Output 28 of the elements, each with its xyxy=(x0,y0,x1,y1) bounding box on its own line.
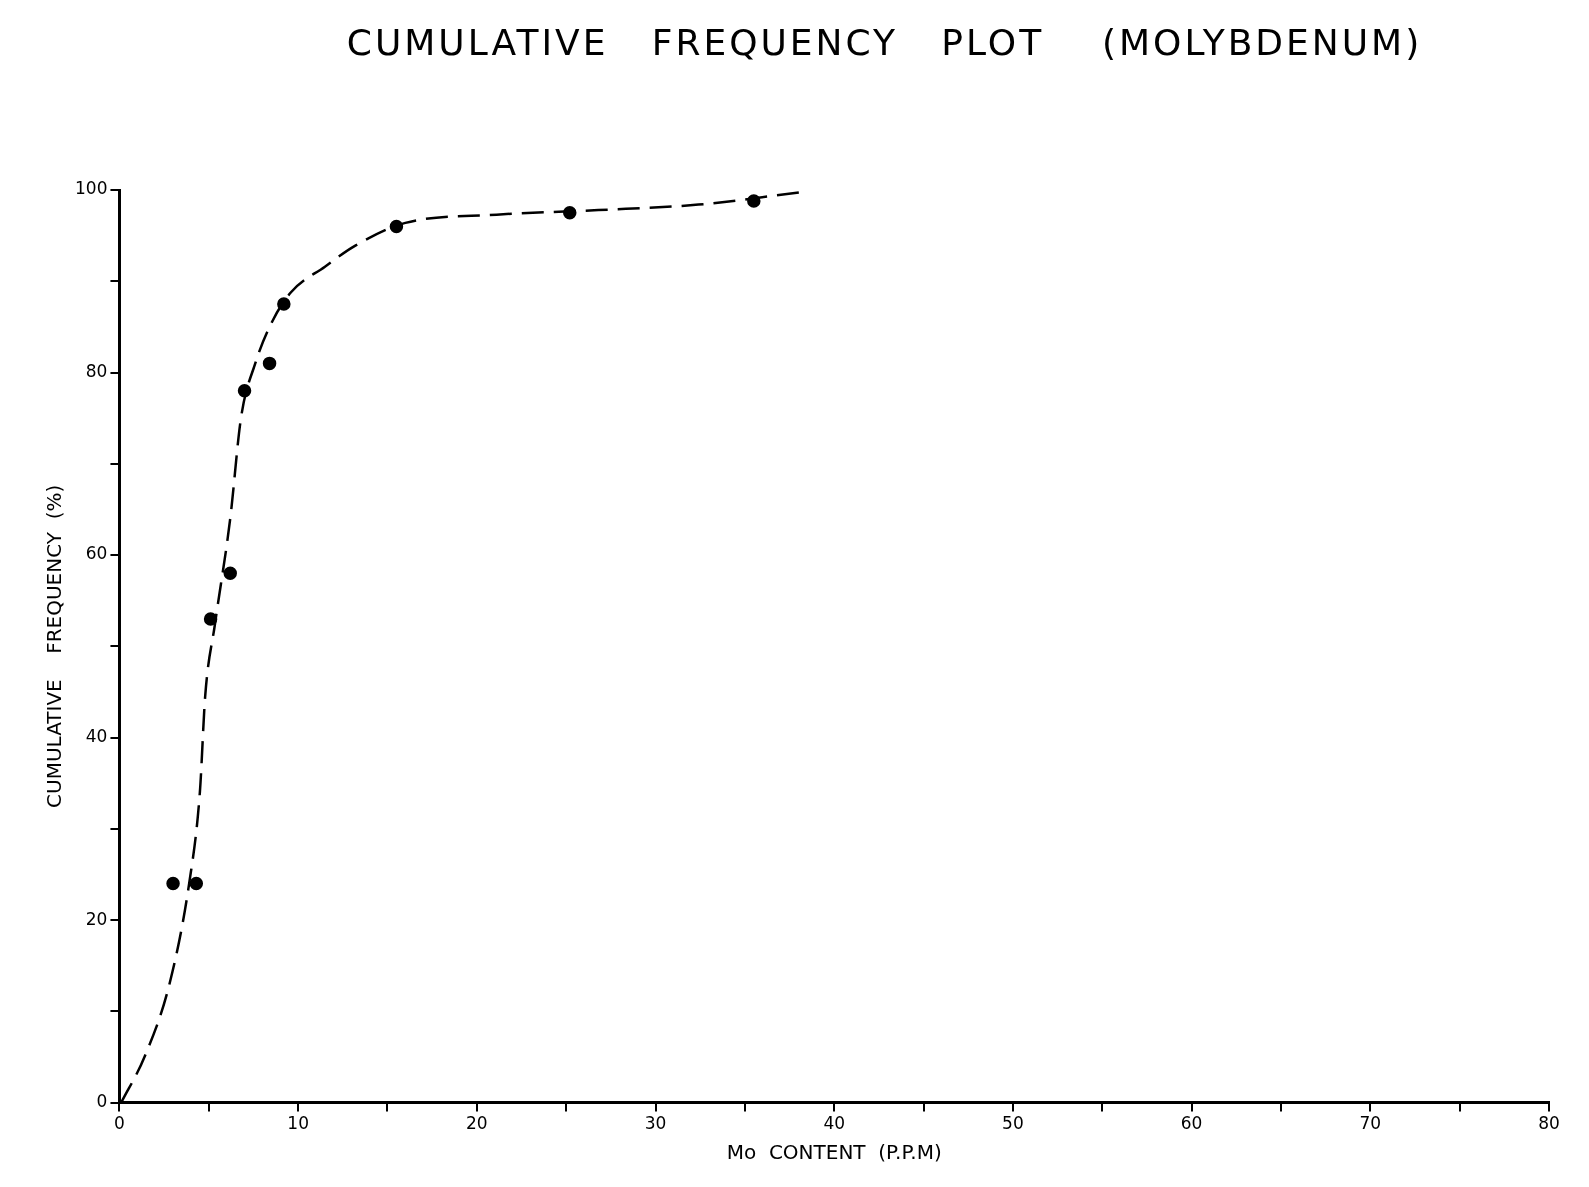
x-tick-label: 40 xyxy=(823,1113,846,1134)
y-tick-label: 20 xyxy=(85,908,108,929)
y-tick-label: 0 xyxy=(96,1091,108,1112)
x-tick-label: 50 xyxy=(1002,1113,1024,1134)
point xyxy=(747,194,761,208)
x-tick-label: 30 xyxy=(644,1113,667,1134)
chart-title: CUMULATIVE FREQUENCY PLOT (MOLYBDENUM) xyxy=(345,22,1424,63)
point xyxy=(166,876,180,891)
point xyxy=(189,876,204,891)
point xyxy=(262,356,277,371)
x-tick-label: 10 xyxy=(287,1113,309,1134)
point xyxy=(203,612,218,626)
point xyxy=(277,297,291,311)
point xyxy=(223,566,237,581)
y-axis-title: CUMULATIVE FREQUENCY (%) xyxy=(42,484,67,808)
point xyxy=(389,219,404,234)
y-tick-label: 80 xyxy=(85,360,108,381)
x-tick-label: 60 xyxy=(1180,1113,1203,1134)
y-tick-label: 60 xyxy=(85,543,108,564)
point xyxy=(237,384,252,398)
x-tick-label: 0 xyxy=(114,1113,125,1134)
x-tick-label: 20 xyxy=(466,1113,488,1134)
y-tick-label: 40 xyxy=(85,725,108,746)
x-tick-label: 80 xyxy=(1538,1113,1560,1134)
x-tick-label: 70 xyxy=(1359,1113,1382,1134)
x-axis-title: Mo CONTENT (P.P.M) xyxy=(726,1140,942,1165)
point xyxy=(563,206,577,220)
y-tick-label: 100 xyxy=(74,178,108,199)
